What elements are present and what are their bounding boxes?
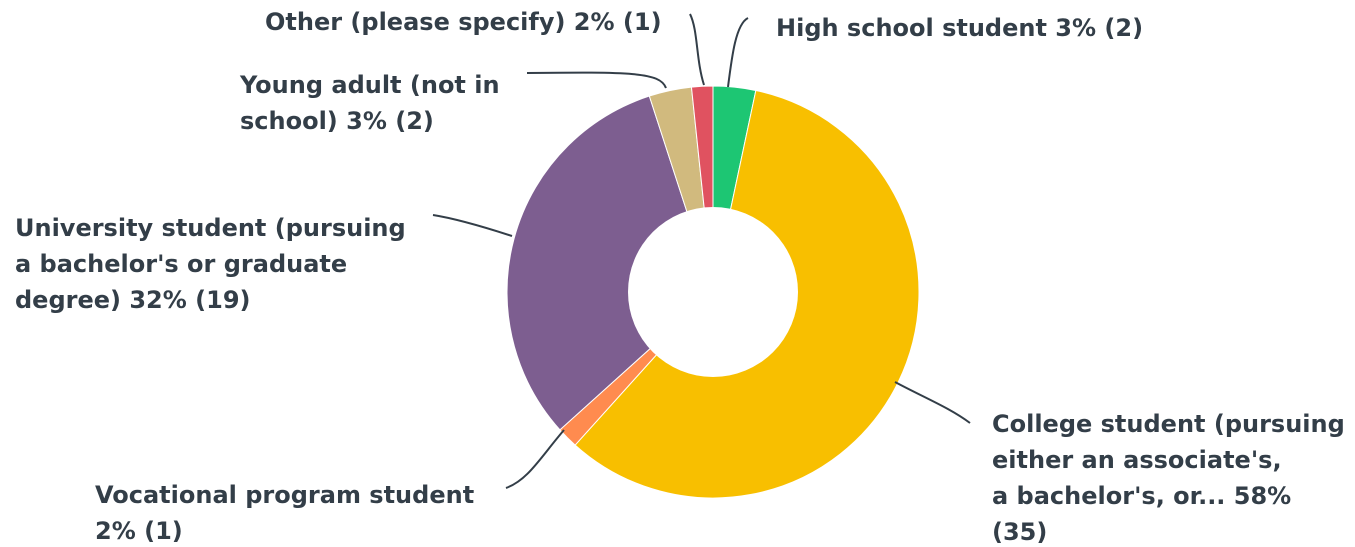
slice-label-line: school) 3% (2) (240, 107, 434, 135)
slice-label-line: Vocational program student (95, 481, 474, 509)
leader-lines (432, 13, 971, 489)
slice-label-line: a bachelor's or graduate (15, 250, 347, 278)
slice-label-line: a bachelor's, or... 58% (992, 482, 1291, 510)
slice-label-2: Vocational program student 2% (1) (95, 481, 474, 545)
slice-label-line: University student (pursuing (15, 214, 406, 242)
slice-label-line: Other (please specify) 2% (1) (265, 8, 662, 36)
slice-label-4: Young adult (not in school) 3% (2) (239, 71, 500, 135)
slice-label-3: University student (pursuing a bachelor's… (15, 214, 406, 314)
slice-label-line: High school student 3% (2) (776, 14, 1143, 42)
leader-line-4 (526, 71, 667, 89)
slice-label-line: College student (pursuing (992, 410, 1345, 438)
slice-label-line: degree) 32% (19) (15, 286, 251, 314)
donut-hole (628, 207, 798, 377)
slice-3 (506, 95, 714, 431)
leader-line-2 (505, 429, 565, 489)
slice-label-line: Young adult (not in (239, 71, 500, 99)
slice-labels: High school student 3% (2) College studen… (15, 8, 1345, 546)
slice-label-line: either an associate's, (992, 446, 1282, 474)
leader-line-0 (727, 17, 749, 88)
leader-line-5 (689, 13, 705, 86)
slice-label-0: High school student 3% (2) (776, 14, 1143, 42)
slice-label-line: (35) (992, 518, 1047, 546)
slice-label-line: 2% (1) (95, 517, 183, 545)
leader-line-1 (894, 381, 971, 424)
slice-label-1: College student (pursuing either an assoc… (992, 410, 1345, 546)
slice-label-5: Other (please specify) 2% (1) (265, 8, 662, 36)
leader-line-3 (432, 214, 513, 237)
